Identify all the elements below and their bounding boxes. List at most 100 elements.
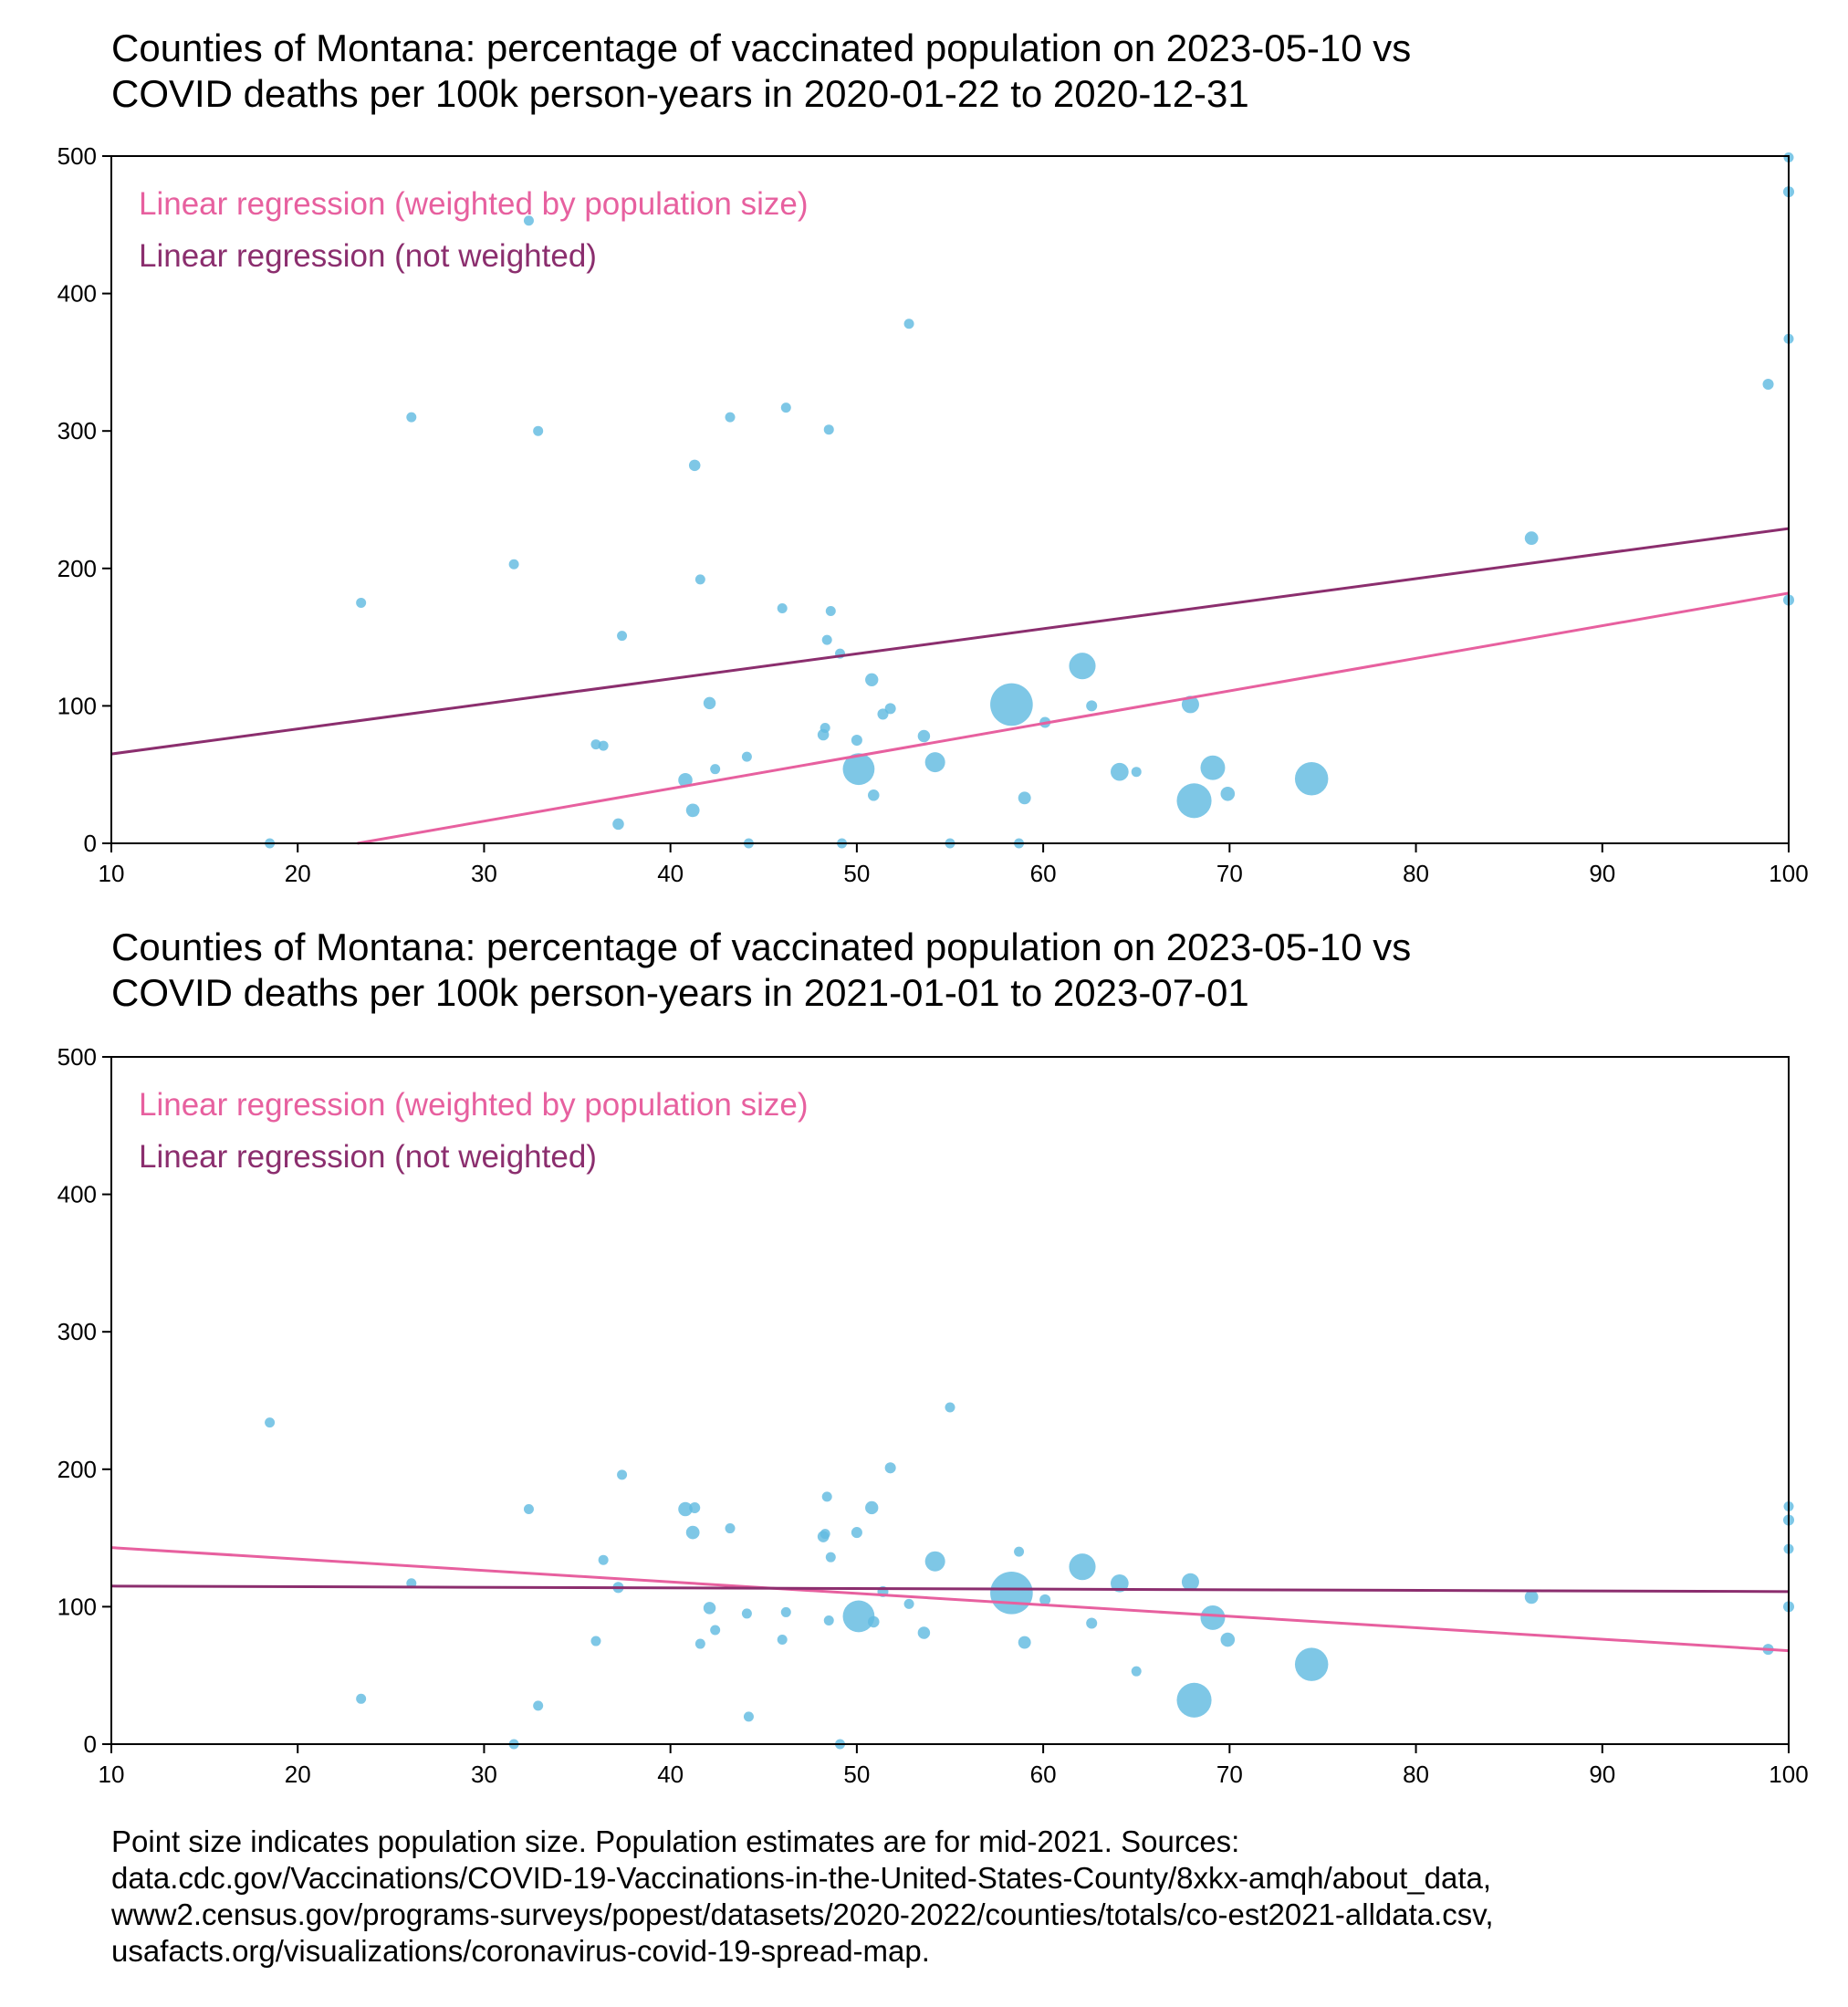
- data-point: [867, 1615, 880, 1628]
- data-point: [823, 424, 834, 435]
- regression-line-unweighted: [110, 1584, 1790, 1594]
- y-tick-label: 0: [84, 1730, 97, 1758]
- data-point: [1069, 1553, 1096, 1581]
- x-tick-label: 30: [471, 1761, 497, 1788]
- data-point: [1294, 761, 1329, 796]
- x-tick-label: 20: [285, 1761, 311, 1788]
- data-points: [265, 1402, 1795, 1750]
- data-point: [1524, 1590, 1539, 1605]
- data-point: [703, 1602, 716, 1615]
- scatter-chart-top: 10 20 30 40 50 60 70 80 90 100 0 100 200 300 400 500 Lin…: [57, 142, 1809, 887]
- data-point: [820, 1529, 830, 1540]
- data-point: [533, 1700, 544, 1711]
- data-point: [1176, 1682, 1212, 1718]
- data-point: [1200, 755, 1226, 780]
- x-tick-label: 60: [1030, 1761, 1057, 1788]
- data-point: [884, 703, 896, 715]
- data-point: [990, 1572, 1033, 1615]
- data-point: [842, 753, 875, 786]
- plot-frame: [110, 155, 1790, 844]
- data-point: [851, 1527, 862, 1539]
- data-point: [865, 673, 879, 686]
- data-point: [917, 1626, 931, 1639]
- legend-entry-weighted: Linear regression (weighted by populatio…: [139, 1087, 808, 1123]
- data-point: [678, 772, 693, 788]
- x-tick-label: 90: [1589, 1761, 1615, 1788]
- data-point: [1181, 695, 1199, 714]
- footnote-line: usafacts.org/visualizations/coronavirus-…: [111, 1934, 930, 1968]
- data-point: [741, 1608, 752, 1619]
- data-point: [523, 215, 534, 226]
- data-point: [1014, 1546, 1025, 1557]
- y-tick-label: 0: [84, 830, 97, 857]
- data-point: [1220, 1632, 1236, 1647]
- y-tick-label: 300: [57, 417, 97, 444]
- footnote-line: data.cdc.gov/Vaccinations/COVID-19-Vacci…: [111, 1861, 1492, 1895]
- data-point: [1200, 1605, 1226, 1630]
- data-point: [780, 402, 791, 413]
- data-point: [703, 696, 716, 710]
- data-point: [1018, 791, 1031, 805]
- data-point: [1086, 1617, 1098, 1629]
- data-point: [590, 1636, 601, 1646]
- y-tick-label: 100: [57, 1593, 97, 1620]
- data-point: [523, 1503, 534, 1514]
- data-point: [820, 722, 830, 733]
- data-point: [1220, 787, 1236, 801]
- data-point: [1111, 762, 1129, 781]
- legend-entry-unweighted: Linear regression (not weighted): [139, 1139, 597, 1175]
- data-point: [1086, 700, 1098, 712]
- x-tick-label: 40: [657, 860, 684, 887]
- y-tick-label: 100: [57, 692, 97, 719]
- data-point: [903, 1598, 914, 1609]
- data-point: [533, 425, 544, 436]
- x-tick-label: 40: [657, 1761, 684, 1788]
- data-point: [694, 574, 705, 585]
- chart-title-bottom: Counties of Montana: percentage of vacci…: [111, 925, 1412, 1014]
- data-point: [694, 1638, 705, 1649]
- data-point: [821, 634, 832, 645]
- data-point: [945, 1402, 955, 1413]
- y-tick-label: 400: [57, 1181, 97, 1208]
- y-tick-label: 500: [57, 142, 97, 170]
- data-point: [617, 1469, 628, 1480]
- data-point: [777, 1635, 788, 1646]
- data-point: [710, 764, 721, 775]
- y-tick-label: 200: [57, 555, 97, 582]
- data-point: [903, 319, 914, 329]
- x-tick-label: 60: [1030, 860, 1057, 887]
- data-point: [598, 740, 609, 751]
- data-point: [777, 602, 788, 613]
- data-point: [821, 1491, 832, 1502]
- data-point: [265, 1417, 276, 1428]
- chart-title-top: Counties of Montana: percentage of vacci…: [111, 26, 1412, 115]
- data-point: [825, 1552, 836, 1563]
- data-point: [823, 1615, 834, 1625]
- x-tick-label: 50: [843, 860, 870, 887]
- data-point: [825, 605, 836, 616]
- data-point: [780, 1606, 791, 1617]
- legend-entry-weighted: Linear regression (weighted by populatio…: [139, 186, 808, 222]
- data-point: [725, 1523, 736, 1534]
- data-point: [867, 789, 880, 801]
- data-point: [688, 459, 701, 472]
- regression-line-unweighted: [110, 527, 1790, 756]
- x-tick-label: 50: [843, 1761, 870, 1788]
- x-tick-label: 90: [1589, 860, 1615, 887]
- x-tick-label: 100: [1769, 860, 1808, 887]
- data-points: [265, 152, 1795, 849]
- legend-entry-unweighted: Linear regression (not weighted): [139, 238, 597, 274]
- data-point: [685, 803, 700, 818]
- data-point: [743, 1711, 754, 1722]
- data-point: [710, 1625, 721, 1636]
- data-point: [590, 739, 601, 750]
- data-point: [598, 1554, 609, 1565]
- data-point: [851, 735, 862, 747]
- x-tick-label: 10: [99, 1761, 125, 1788]
- y-tick-label: 500: [57, 1043, 97, 1071]
- regression-line-weighted: [357, 591, 1790, 845]
- x-tick-label: 70: [1216, 860, 1243, 887]
- data-point: [1762, 378, 1774, 391]
- data-point: [1131, 767, 1142, 778]
- data-point: [689, 1501, 701, 1513]
